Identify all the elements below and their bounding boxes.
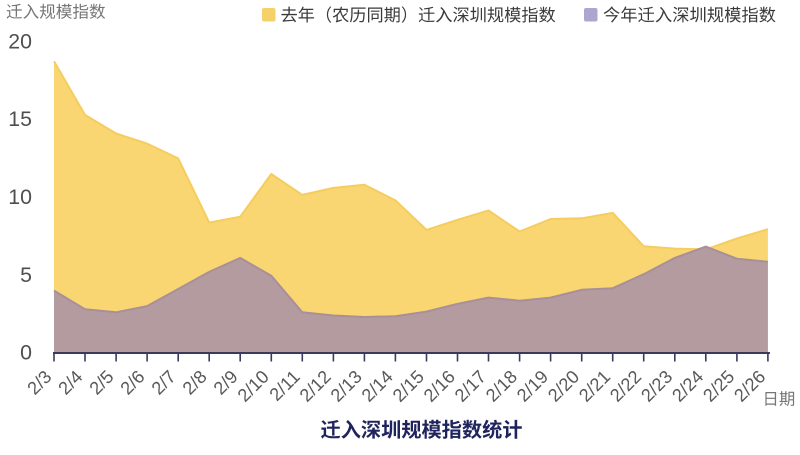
svg-text:5: 5 [20, 263, 32, 287]
svg-text:15: 15 [8, 107, 32, 131]
svg-text:10: 10 [8, 185, 32, 209]
svg-text:0: 0 [20, 341, 32, 365]
svg-text:20: 20 [8, 30, 32, 54]
